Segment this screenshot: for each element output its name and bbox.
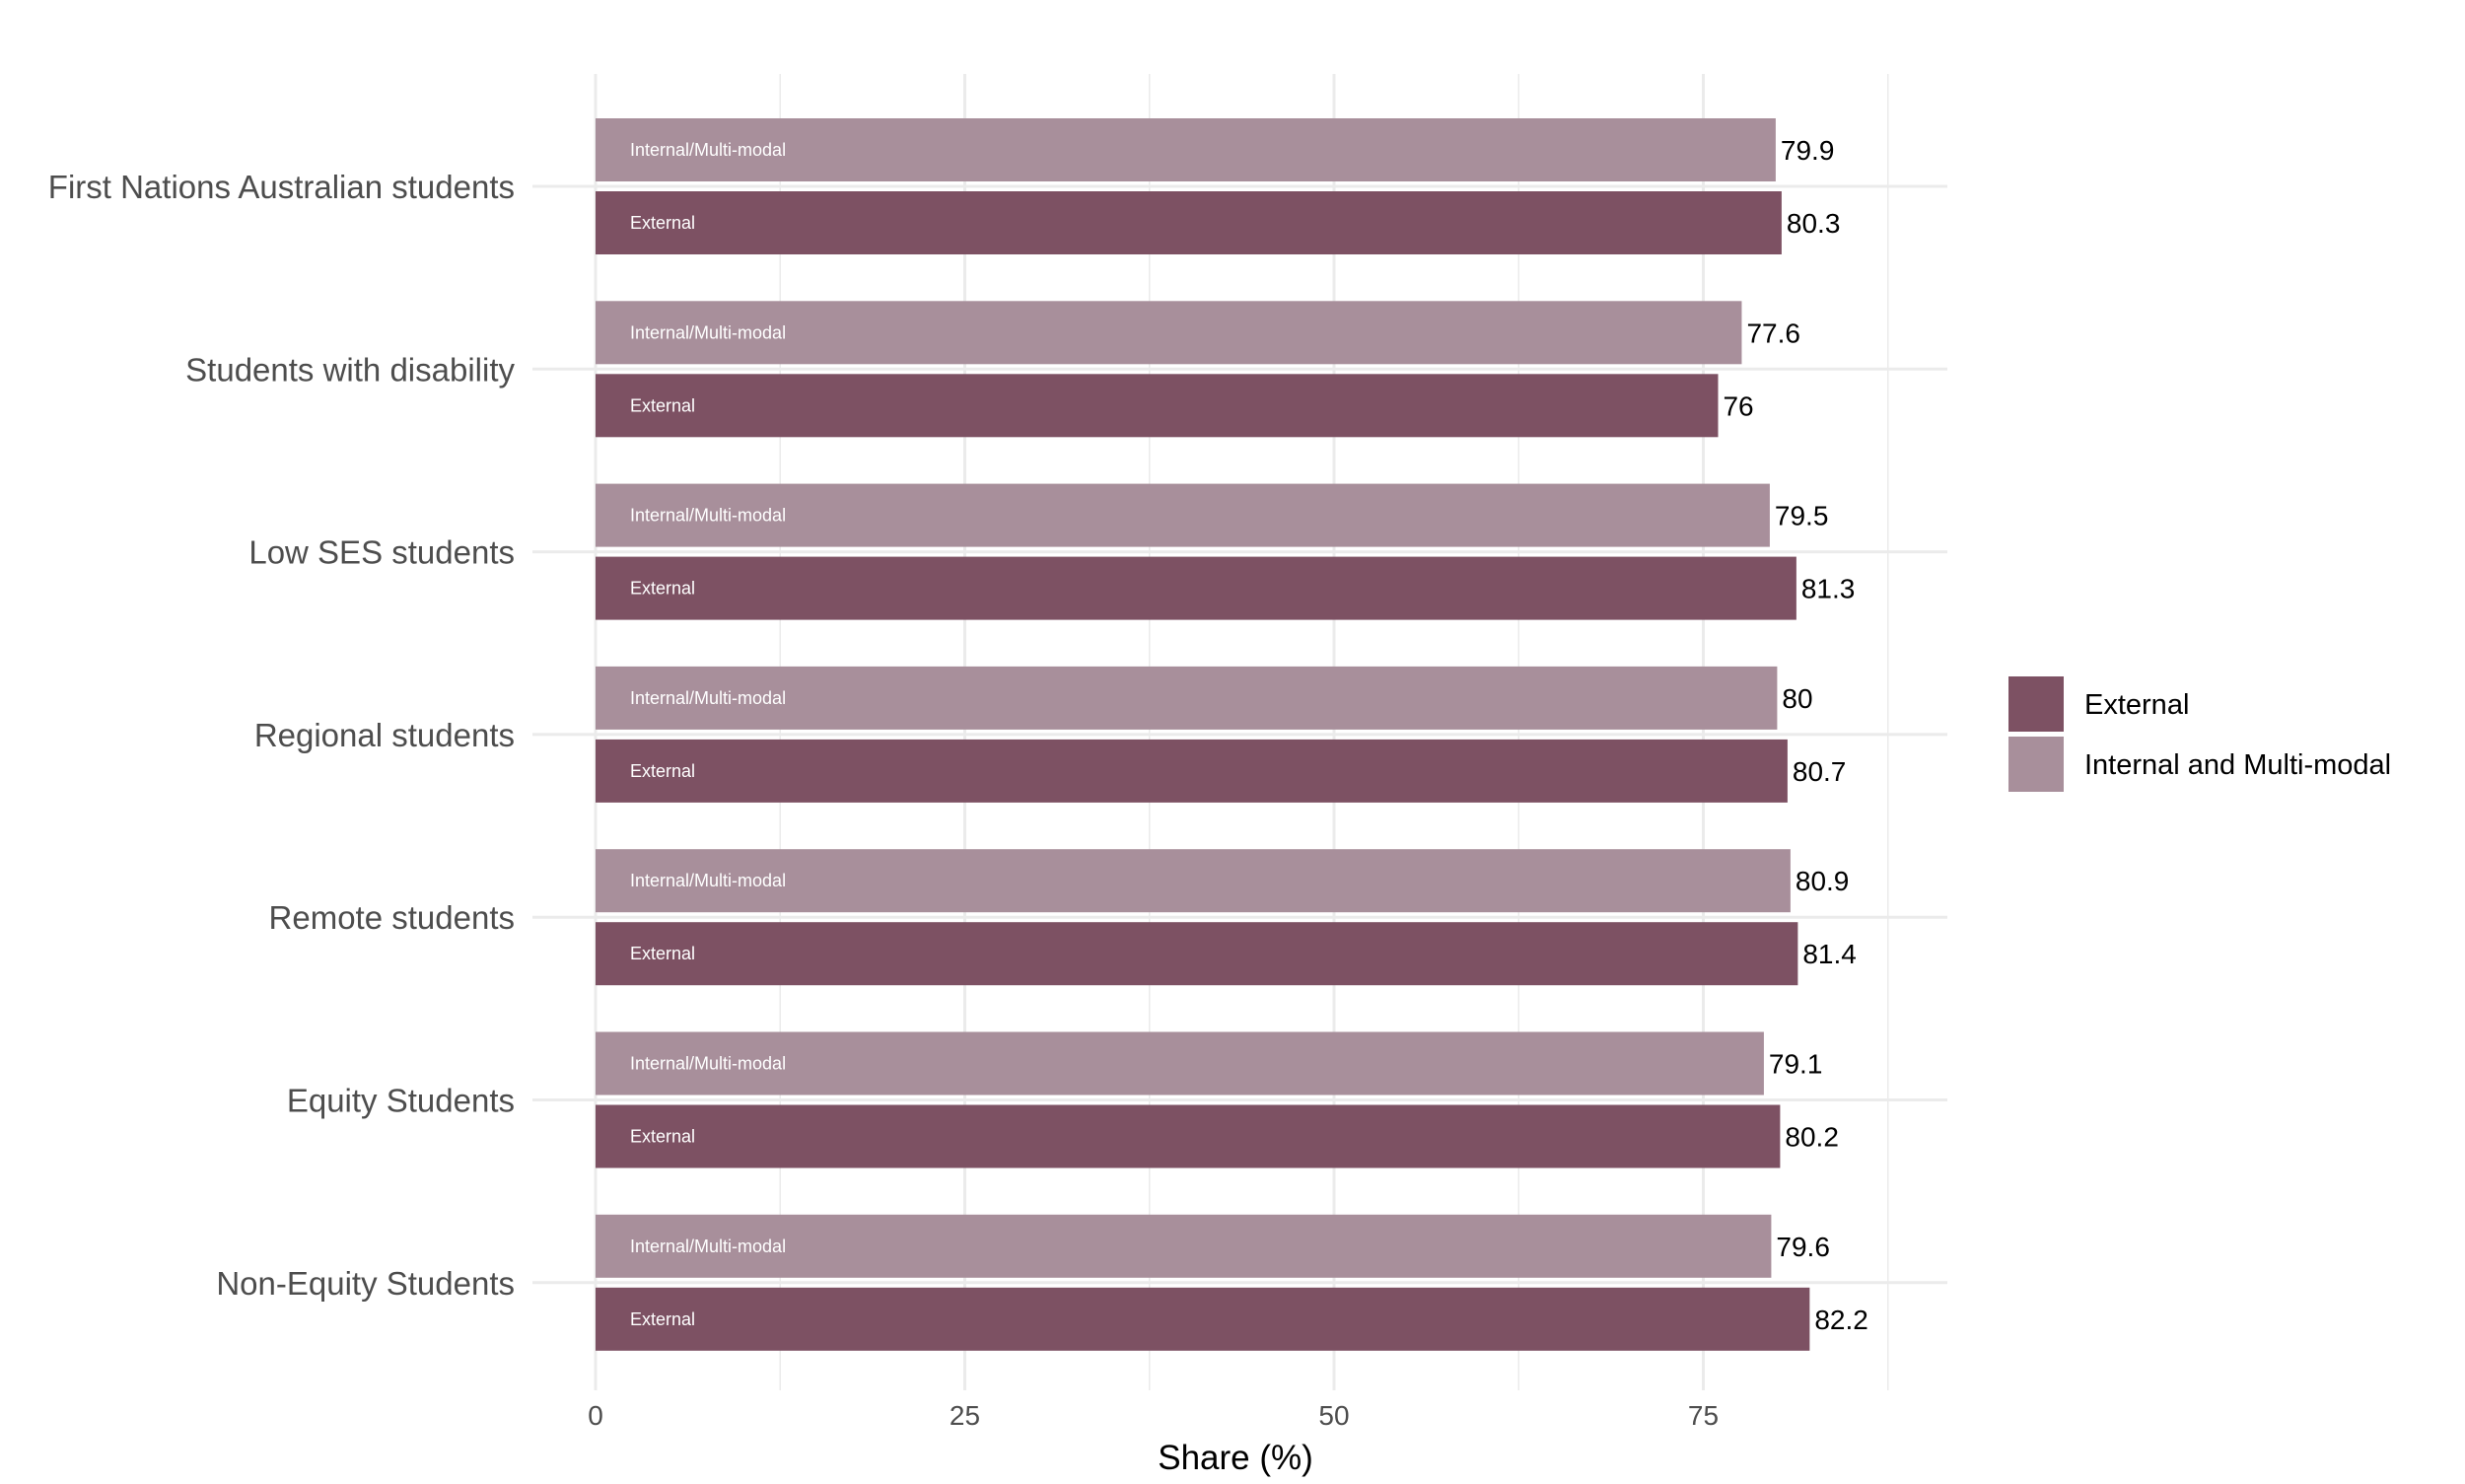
x-tick-label: 50 <box>1318 1400 1349 1431</box>
bar <box>596 922 1798 986</box>
bar-inner-label: Internal/Multi-modal <box>630 688 786 708</box>
data-label: 79.9 <box>1781 135 1835 166</box>
x-axis-title: Share (%) <box>1158 1439 1313 1477</box>
bar <box>596 191 1782 254</box>
bar-inner-label: Internal/Multi-modal <box>630 1054 786 1074</box>
bar <box>596 1031 1764 1095</box>
data-label: 82.2 <box>1814 1305 1868 1335</box>
bar <box>596 301 1742 365</box>
y-tick-label: Regional students <box>254 717 515 753</box>
data-label: 77.6 <box>1746 318 1800 348</box>
y-tick-label: Non-Equity Students <box>216 1265 515 1302</box>
legend-label: External <box>2084 689 2189 721</box>
y-tick-label: Remote students <box>269 899 515 936</box>
labels: Internal/Multi-modal 79.9 External 80.3 Firs… <box>48 135 1868 1431</box>
data-label: 81.3 <box>1801 574 1856 604</box>
bar-inner-label: External <box>630 761 695 781</box>
x-tick-label: 0 <box>588 1400 603 1431</box>
bar-inner-label: Internal/Multi-modal <box>630 871 786 890</box>
y-tick-label: Equity Students <box>287 1083 515 1119</box>
y-tick-label: Low SES students <box>248 534 515 571</box>
x-tick-label: 75 <box>1688 1400 1719 1431</box>
data-label: 79.1 <box>1769 1049 1823 1080</box>
bar-inner-label: Internal/Multi-modal <box>630 506 786 526</box>
bar-inner-label: External <box>630 944 695 963</box>
bar-inner-label: Internal/Multi-modal <box>630 322 786 342</box>
data-label: 79.6 <box>1776 1232 1830 1262</box>
bar-inner-label: External <box>630 395 695 415</box>
bar <box>596 739 1788 803</box>
bar <box>596 118 1776 181</box>
data-label: 80.2 <box>1785 1122 1839 1153</box>
bars <box>596 118 1810 1351</box>
bar <box>596 849 1791 913</box>
bar <box>596 374 1719 438</box>
bar-inner-label: Internal/Multi-modal <box>630 140 786 160</box>
grid-lines <box>532 74 1947 1390</box>
bar-inner-label: External <box>630 1127 695 1147</box>
bar <box>596 666 1778 730</box>
data-label: 80.3 <box>1787 208 1841 239</box>
bar-inner-label: External <box>630 213 695 233</box>
y-tick-label: Students with disability <box>185 351 515 388</box>
legend: External Internal and Multi-modal <box>2008 676 2391 792</box>
data-label: 80 <box>1782 683 1812 714</box>
x-tick-label: 25 <box>950 1400 980 1431</box>
data-label: 80.9 <box>1796 866 1850 896</box>
bar-inner-label: Internal/Multi-modal <box>630 1237 786 1256</box>
data-label: 79.5 <box>1775 501 1829 531</box>
legend-swatch <box>2008 737 2064 792</box>
bar <box>596 556 1796 620</box>
data-label: 81.4 <box>1802 939 1857 969</box>
legend-label: Internal and Multi-modal <box>2084 749 2391 781</box>
y-tick-label: First Nations Australian students <box>48 169 515 205</box>
legend-swatch <box>2008 676 2064 732</box>
data-label: 76 <box>1723 390 1753 421</box>
bar <box>596 483 1770 547</box>
bar-inner-label: External <box>630 1309 695 1329</box>
bar <box>596 1214 1772 1278</box>
bar-inner-label: External <box>630 579 695 599</box>
data-label: 80.7 <box>1793 756 1847 787</box>
bar <box>596 1287 1810 1351</box>
bar <box>596 1104 1781 1168</box>
